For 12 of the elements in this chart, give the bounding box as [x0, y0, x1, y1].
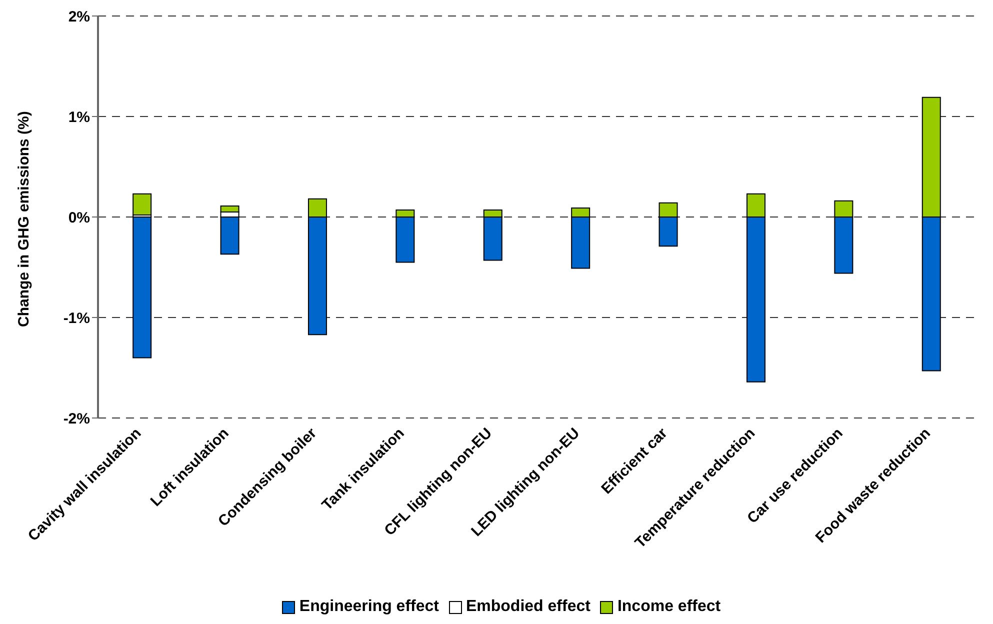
- y-tick-label: 2%: [68, 8, 90, 26]
- legend-label: Engineering effect: [299, 598, 439, 616]
- bar: [132, 193, 152, 216]
- bar: [132, 216, 152, 358]
- bar: [220, 216, 240, 255]
- y-tick-label: -1%: [63, 310, 90, 327]
- legend-label: Income effect: [617, 598, 721, 616]
- y-tick-label: -2%: [63, 410, 90, 428]
- y-tick-label: 0%: [68, 209, 90, 226]
- y-axis-title: Change in GHG emissions (%): [15, 111, 32, 327]
- legend-label: Embodied effect: [466, 598, 590, 616]
- y-tick-label: 1%: [68, 108, 90, 126]
